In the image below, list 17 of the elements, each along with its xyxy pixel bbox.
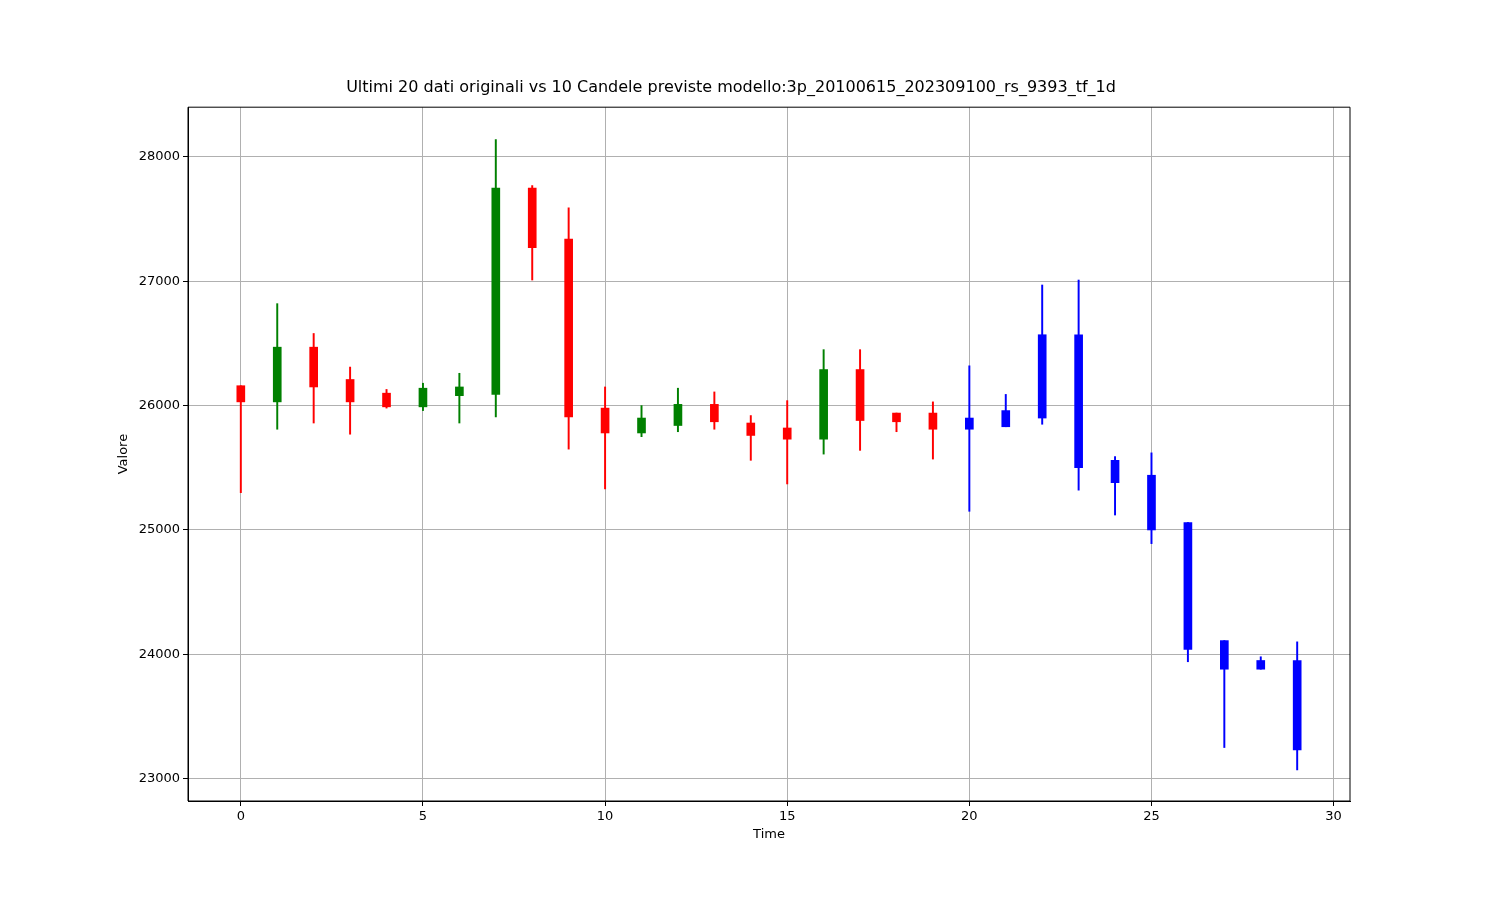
x-tick-label: 30 (1325, 808, 1342, 824)
x-tick-label: 5 (418, 808, 428, 824)
chart-title: Ultimi 20 dati originali vs 10 Candele previste modello:3p_20100615_202309100_rs_9393_tf_1d (346, 76, 1116, 97)
x-tick-label: 25 (1143, 808, 1160, 824)
y-tick-label: 25000 (138, 521, 180, 537)
x-axis-title: Time (752, 825, 785, 841)
x-tick-label: 20 (961, 808, 978, 824)
x-tick-label: 15 (778, 808, 796, 824)
x-tick-label: 10 (596, 808, 614, 824)
y-axis-title: Valore (115, 433, 131, 475)
y-tick-label: 23000 (138, 769, 180, 785)
y-tick-label: 24000 (138, 645, 180, 661)
candlestick (965, 365, 974, 512)
y-tick-label: 26000 (138, 396, 180, 412)
y-tick-label: 27000 (138, 272, 180, 288)
x-tick-label: 0 (236, 808, 245, 824)
y-tick-label: 28000 (138, 148, 180, 164)
